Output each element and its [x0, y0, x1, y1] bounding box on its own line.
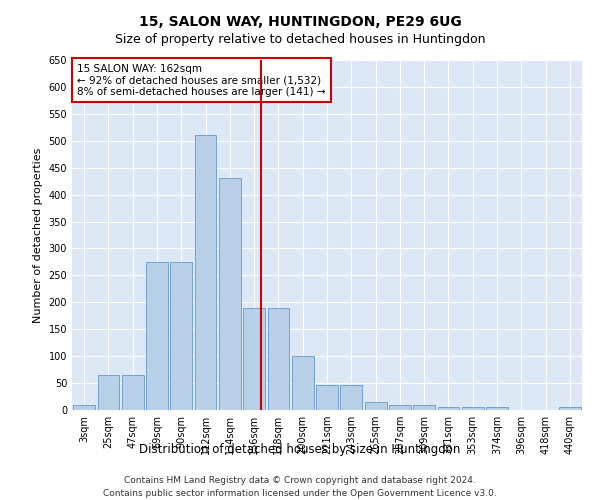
Text: 15 SALON WAY: 162sqm
← 92% of detached houses are smaller (1,532)
8% of semi-det: 15 SALON WAY: 162sqm ← 92% of detached h… [77, 64, 326, 96]
Bar [316, 384, 338, 410]
Bar [437, 408, 460, 410]
Bar [146, 262, 168, 410]
Y-axis label: Number of detached properties: Number of detached properties [33, 148, 43, 322]
Text: Contains public sector information licensed under the Open Government Licence v3: Contains public sector information licen… [103, 488, 497, 498]
Text: Size of property relative to detached houses in Huntingdon: Size of property relative to detached ho… [115, 32, 485, 46]
Bar [462, 408, 484, 410]
Bar [486, 408, 508, 410]
Bar [194, 136, 217, 410]
Bar [292, 356, 314, 410]
Bar [340, 384, 362, 410]
Text: 15, SALON WAY, HUNTINGDON, PE29 6UG: 15, SALON WAY, HUNTINGDON, PE29 6UG [139, 15, 461, 29]
Bar [389, 404, 411, 410]
Bar [122, 375, 143, 410]
Bar [219, 178, 241, 410]
Bar [170, 262, 192, 410]
Text: Contains HM Land Registry data © Crown copyright and database right 2024.: Contains HM Land Registry data © Crown c… [124, 476, 476, 485]
Text: Distribution of detached houses by size in Huntingdon: Distribution of detached houses by size … [139, 442, 461, 456]
Bar [243, 308, 265, 410]
Bar [413, 404, 435, 410]
Bar [268, 308, 289, 410]
Bar [73, 404, 95, 410]
Bar [559, 408, 581, 410]
Bar [365, 402, 386, 410]
Bar [97, 375, 119, 410]
